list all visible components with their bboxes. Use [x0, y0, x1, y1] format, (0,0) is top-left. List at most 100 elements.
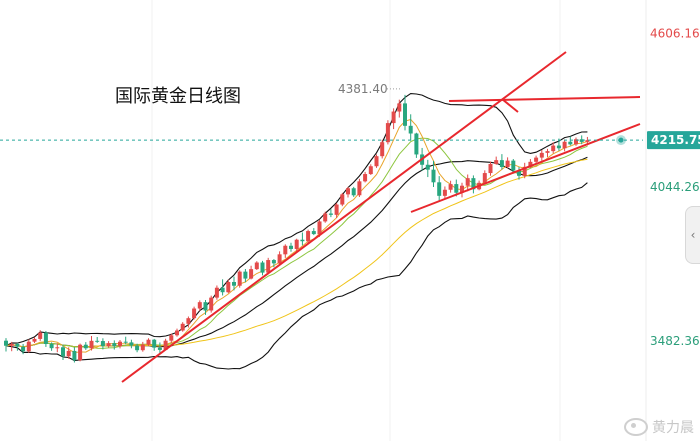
- chevron-left-icon: ‹: [690, 228, 696, 242]
- price-axis-label: 4044.26: [650, 180, 700, 194]
- candle-body: [157, 347, 162, 350]
- candle-body: [534, 157, 539, 162]
- candle-body: [106, 343, 111, 347]
- candle-body: [539, 152, 544, 158]
- candle-body: [232, 281, 236, 286]
- candle-body: [163, 340, 168, 350]
- chart-title: 国际黄金日线图: [115, 86, 241, 107]
- candle-body: [528, 161, 533, 167]
- candle-body: [408, 125, 413, 134]
- candle-body: [15, 343, 20, 347]
- watermark-text: 黄力晨: [652, 420, 694, 436]
- candle-body: [26, 341, 31, 352]
- current-price-badge: [647, 131, 700, 150]
- candle-body: [414, 133, 419, 155]
- candle-body: [465, 178, 470, 186]
- candle-body: [505, 160, 510, 167]
- candle-body: [551, 145, 556, 152]
- candle-body: [192, 308, 197, 319]
- candle-body: [374, 156, 379, 167]
- candle-body: [545, 151, 550, 153]
- candle-body: [169, 335, 174, 341]
- candle-body: [380, 142, 385, 157]
- candle-body: [203, 302, 208, 311]
- candle-body: [43, 332, 48, 344]
- trend-line-0: [121, 51, 567, 383]
- scroll-left-handle[interactable]: ‹: [685, 206, 700, 264]
- candle-body: [175, 330, 179, 336]
- candle-body: [460, 185, 464, 193]
- candle-body: [271, 260, 276, 264]
- weibo-logo-icon: [624, 418, 648, 436]
- candle-body: [294, 239, 299, 249]
- candle-body: [568, 141, 573, 145]
- candle-body: [112, 343, 117, 347]
- candle-body: [385, 123, 390, 143]
- candle-body: [186, 318, 191, 324]
- candle-body: [277, 254, 282, 264]
- bollinger-upper-line: [5, 93, 588, 347]
- candle-body: [66, 350, 71, 357]
- watermark: 黄力晨: [624, 417, 694, 437]
- price-axis-label: 4606.16: [650, 26, 700, 40]
- candle-body: [517, 170, 521, 176]
- candle-body: [397, 103, 402, 112]
- candle-body: [448, 184, 453, 190]
- last-price-dot: [618, 137, 624, 143]
- candle-body: [585, 140, 590, 142]
- candle-body: [283, 245, 288, 255]
- candle-body: [83, 344, 88, 349]
- candle-body: [4, 340, 8, 346]
- candle-body: [100, 341, 105, 347]
- candle-body: [522, 166, 527, 176]
- candle-body: [488, 163, 493, 174]
- candle-body: [78, 344, 83, 361]
- candle-body: [425, 164, 430, 170]
- candle-body: [146, 339, 151, 345]
- candle-body: [579, 139, 584, 142]
- trend-line-1: [410, 123, 641, 213]
- candle-body: [152, 339, 157, 348]
- candle-body: [61, 347, 65, 357]
- candle-body: [482, 173, 487, 183]
- candle-body: [95, 340, 100, 342]
- candle-body: [403, 103, 407, 126]
- candle-body: [346, 188, 350, 195]
- candle-body: [556, 145, 561, 149]
- candle-body: [574, 139, 578, 145]
- candle-body: [357, 181, 362, 196]
- candle-body: [237, 271, 242, 286]
- candle-body: [249, 269, 254, 279]
- candle-body: [214, 287, 219, 298]
- candle-body: [363, 174, 368, 182]
- candle-body: [49, 343, 54, 349]
- candle-body: [454, 184, 459, 193]
- candle-body: [197, 302, 202, 309]
- candle-body: [317, 221, 322, 235]
- candle-body: [431, 169, 436, 183]
- candle-body: [391, 111, 396, 124]
- candle-body: [471, 178, 476, 190]
- candle-body: [226, 281, 231, 293]
- trend-line-3: [501, 98, 519, 113]
- ma-orange-line: [5, 118, 588, 354]
- candle-body: [32, 338, 37, 342]
- candle-body: [72, 350, 77, 361]
- candle-body: [368, 166, 373, 175]
- candle-body: [55, 347, 60, 349]
- candle-body: [9, 343, 14, 346]
- candle-body: [89, 340, 94, 349]
- candle-body: [442, 189, 447, 196]
- candle-body: [243, 271, 248, 279]
- candle-body: [351, 188, 356, 196]
- candle-body: [494, 160, 499, 164]
- candle-body: [511, 160, 516, 171]
- high-price-annotation: 4381.40: [338, 82, 388, 96]
- candle-body: [123, 341, 128, 343]
- candle-body: [38, 332, 43, 339]
- candle-body: [118, 341, 122, 347]
- bollinger-lower-line: [5, 182, 588, 370]
- candle-body: [260, 262, 265, 273]
